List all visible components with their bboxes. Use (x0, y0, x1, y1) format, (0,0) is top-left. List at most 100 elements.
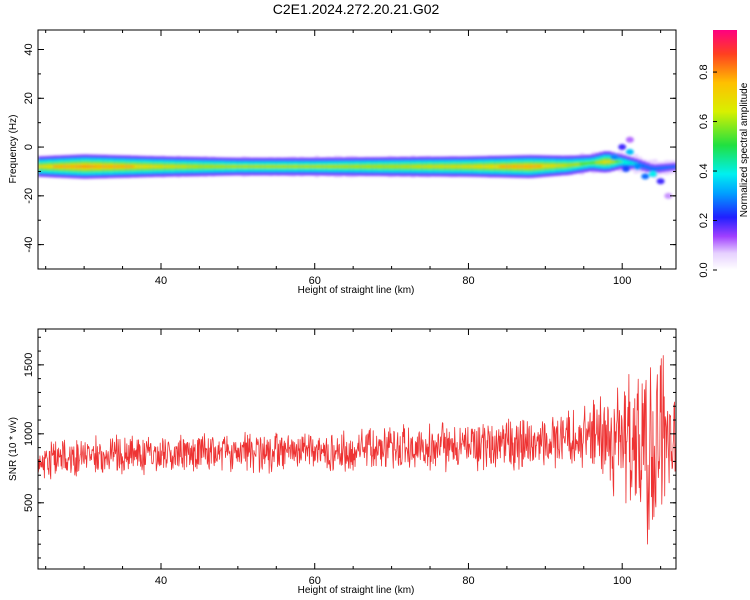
x-tick-label: 80 (462, 275, 474, 287)
heat-cell (72, 165, 78, 168)
heat-cell (648, 170, 657, 177)
snr-axes: 40 60 80 100 500 1000 1500 (23, 329, 676, 587)
y-tick-label: -20 (23, 188, 35, 204)
heat-cell (268, 165, 274, 168)
heat-cell (664, 192, 673, 199)
x-tick-label: 100 (613, 275, 631, 287)
heat-cell (345, 165, 350, 168)
colorbar-tick-label: 0.8 (698, 64, 710, 79)
heat-cell (322, 165, 327, 168)
heat-cell (64, 165, 70, 168)
heat-cell (641, 173, 650, 180)
heat-cell (633, 162, 639, 165)
heat-cell (145, 164, 151, 169)
heat-cell (38, 165, 43, 168)
heat-cell (610, 161, 616, 163)
y-tick-label: 20 (23, 92, 35, 104)
heat-cell (414, 165, 420, 168)
heat-cell (556, 164, 562, 167)
heat-cell (595, 161, 600, 164)
heat-cell (222, 165, 227, 168)
heat-cell (618, 160, 623, 163)
heat-cell (87, 165, 93, 168)
heat-cell (260, 165, 266, 168)
x-tick-label: 40 (155, 575, 167, 587)
heat-cell (433, 165, 439, 168)
heat-cell (137, 164, 143, 169)
heat-cell (99, 165, 104, 168)
heat-cell (622, 159, 627, 165)
heat-cell (526, 165, 531, 168)
heat-cell (652, 166, 658, 171)
heat-cell (376, 165, 381, 168)
heat-cell (141, 164, 147, 169)
heat-cell (318, 165, 324, 168)
heat-cell (456, 165, 462, 168)
heat-cell (187, 165, 193, 168)
heat-cell (134, 164, 139, 169)
spectrogram-panel: 40 60 80 100 -40 -20 0 20 40 Height of straight … (8, 29, 677, 296)
heat-cell (426, 165, 431, 168)
y-tick-label: 1500 (23, 353, 35, 377)
heat-cell (503, 165, 508, 168)
heat-cell (241, 165, 247, 168)
heat-cell (111, 165, 116, 168)
heat-cell (372, 165, 377, 168)
heat-cell (207, 165, 212, 168)
heat-cell (422, 165, 427, 168)
heat-cell (533, 165, 539, 167)
heat-cell (549, 164, 554, 168)
heat-cell (126, 165, 131, 168)
colorbar-label: Normalized spectral amplitude (739, 82, 750, 217)
snr-xlabel: Height of straight line (km) (298, 585, 415, 596)
heat-cell (656, 166, 662, 171)
colorbar-gradient (713, 30, 737, 270)
spectrogram-heatmap (38, 136, 676, 199)
heat-cell (506, 165, 512, 168)
heat-cell (122, 165, 127, 168)
heat-cell (326, 165, 331, 168)
heat-cell (295, 165, 300, 168)
colorbar-ticks: 0.0 0.2 0.4 0.6 0.8 (698, 64, 717, 278)
heat-cell (441, 165, 446, 168)
heat-cell (483, 164, 489, 169)
heat-cell (226, 165, 231, 168)
heat-cell (280, 165, 285, 168)
figure-title: C2E1.2024.272.20.21.G02 (273, 1, 440, 17)
heat-cell (199, 165, 204, 168)
heat-cell (449, 165, 454, 168)
heat-cell (499, 165, 504, 168)
heat-cell (522, 165, 527, 168)
heat-cell (276, 165, 281, 168)
heat-cell (368, 165, 373, 168)
heat-cell (518, 165, 523, 168)
heat-cell (579, 161, 585, 167)
y-tick-label: -40 (23, 237, 35, 253)
heat-cell (310, 165, 316, 168)
heat-cell (234, 165, 239, 168)
heat-cell (406, 165, 412, 168)
heat-cell (349, 165, 354, 168)
heat-cell (249, 165, 254, 168)
heat-cell (253, 165, 258, 168)
snr-series-line (38, 355, 676, 545)
heat-cell (264, 165, 270, 168)
heat-cell (491, 164, 496, 169)
heat-cell (230, 165, 235, 168)
heat-cell (299, 165, 304, 168)
heat-cell (572, 164, 577, 166)
heat-cell (330, 165, 335, 168)
x-tick-label: 100 (613, 575, 631, 587)
heat-cell (237, 165, 243, 168)
heat-cell (107, 165, 112, 168)
heat-cell (184, 165, 189, 168)
snr-frame (37, 328, 677, 570)
heat-cell (599, 161, 604, 164)
heat-cell (649, 166, 654, 171)
heat-cell (164, 165, 170, 168)
heat-cell (622, 166, 631, 173)
heat-cell (602, 160, 608, 164)
heat-cell (337, 165, 343, 168)
heat-cell (191, 165, 197, 168)
